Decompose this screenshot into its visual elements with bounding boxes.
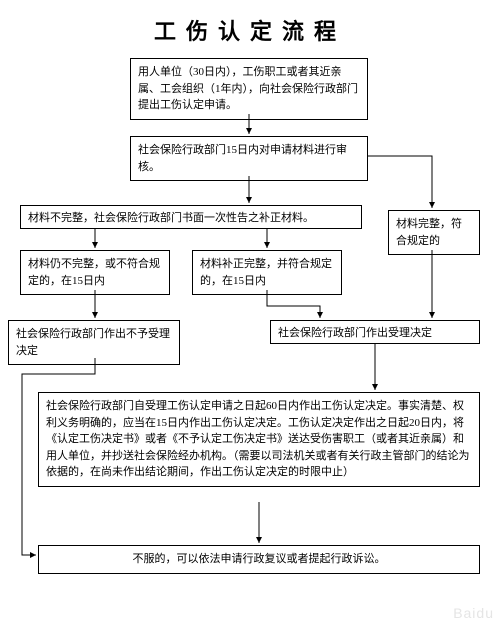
node-incomplete: 材料不完整，社会保险行政部门书面一次性告之补正材料。 — [20, 205, 362, 229]
page-title: 工伤认定流程 — [0, 0, 500, 54]
node-review: 社会保险行政部门15日内对申请材料进行审核。 — [130, 136, 368, 181]
node-accept: 社会保险行政部门作出受理决定 — [270, 320, 480, 344]
node-reject: 社会保险行政部门作出不予受理决定 — [8, 320, 180, 365]
node-apply: 用人单位（30日内），工伤职工或者其近亲属、工会组织（1年内），向社会保险行政部… — [130, 58, 368, 120]
node-now-complete: 材料补正完整，并符合规定的，在15日内 — [192, 250, 342, 295]
node-decision: 社会保险行政部门自受理工伤认定申请之日起60日内作出工伤认定决定。事实清楚、权利… — [38, 392, 480, 487]
node-still-incomplete: 材料仍不完整，或不符合规定的，在15日内 — [20, 250, 170, 295]
node-complete: 材料完整，符合规定的 — [388, 210, 480, 255]
watermark: Baidu — [453, 605, 494, 621]
node-appeal: 不服的，可以依法申请行政复议或者提起行政诉讼。 — [38, 545, 480, 574]
